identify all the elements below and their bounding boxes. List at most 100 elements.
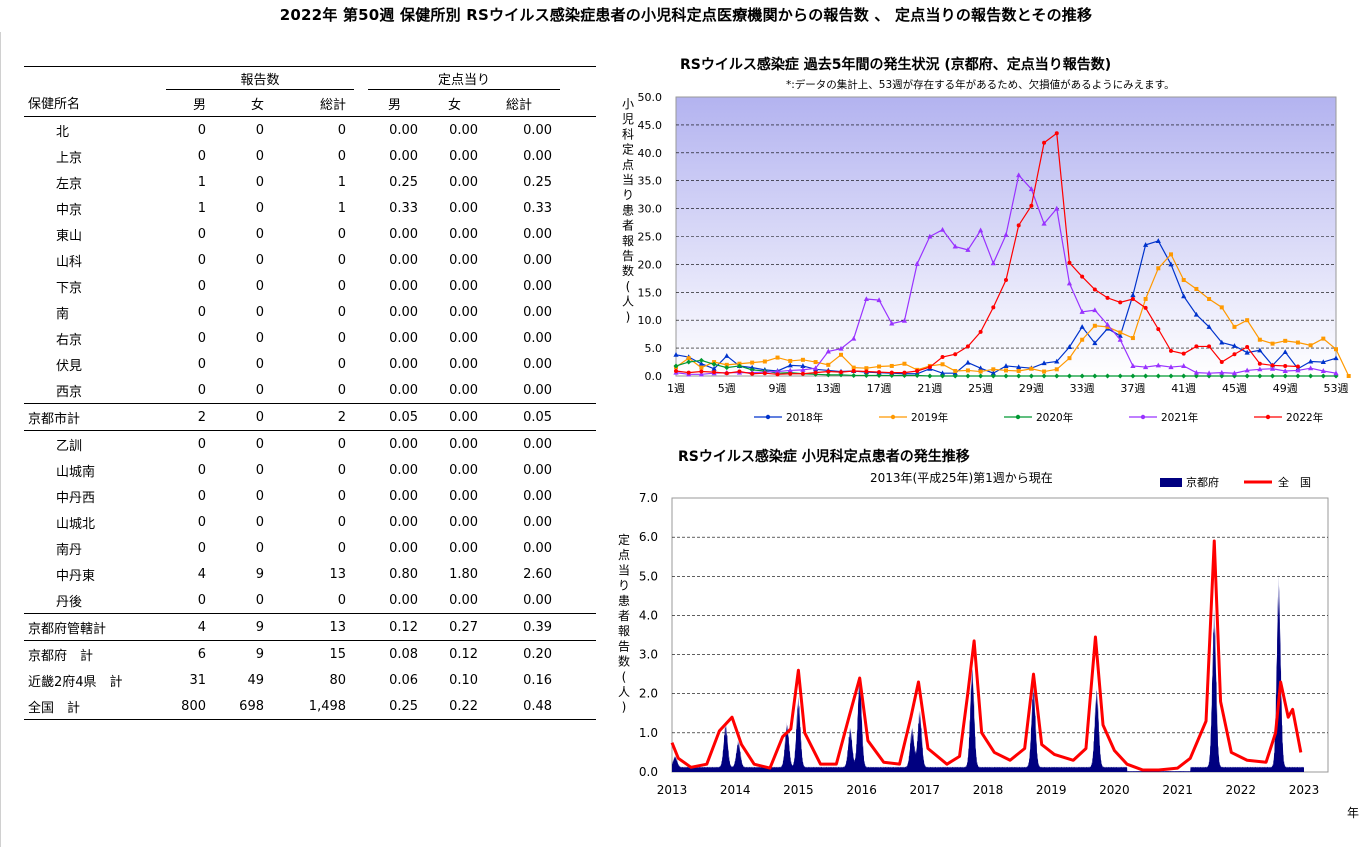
y-axis-label-char: 点 bbox=[618, 548, 630, 562]
y-axis-label-char: 人 bbox=[622, 295, 634, 309]
y-tick-label: 7.0 bbox=[639, 491, 658, 505]
legend-marker bbox=[765, 414, 771, 420]
data-point bbox=[1029, 366, 1034, 371]
data-point bbox=[674, 368, 678, 373]
plot-area bbox=[671, 497, 1329, 773]
table-row: 右京 0 0 0 0.00 0.00 0.00 bbox=[24, 325, 596, 351]
data-point bbox=[1283, 363, 1288, 368]
data-point bbox=[877, 364, 882, 369]
row-cell: 0.22 bbox=[426, 693, 487, 720]
data-point bbox=[1257, 337, 1262, 342]
data-point bbox=[851, 335, 857, 341]
y-tick-label: 1.0 bbox=[639, 726, 658, 740]
table-row: 西京 0 0 0 0.00 0.00 0.00 bbox=[24, 377, 597, 404]
row-cell: 0.05 bbox=[368, 403, 427, 431]
row-cell: 0 bbox=[337, 278, 347, 294]
row-cell: 49 bbox=[247, 672, 264, 688]
data-point bbox=[940, 373, 946, 379]
data-point bbox=[1080, 337, 1085, 342]
row-station-name: 伏見 bbox=[56, 358, 83, 374]
data-point bbox=[1181, 351, 1186, 356]
data-point bbox=[1130, 336, 1135, 341]
data-point bbox=[851, 368, 856, 373]
x-tick-label: 2016 bbox=[846, 783, 877, 797]
row-cell: 0 bbox=[272, 587, 355, 614]
table-row: 左京 1 0 1 0.25 0.00 0.25 bbox=[24, 169, 596, 195]
row-cell: 0.33 bbox=[389, 200, 419, 216]
row-cell: 0.48 bbox=[486, 693, 561, 720]
data-point bbox=[1207, 344, 1212, 349]
row-cell: 0.00 bbox=[426, 116, 487, 143]
x-tick-label: 37週 bbox=[1120, 382, 1145, 395]
table-row: 下京 0 0 0 0.00 0.00 0.00 bbox=[24, 273, 596, 299]
x-tick-label: 13週 bbox=[816, 382, 841, 395]
data-point bbox=[1041, 360, 1047, 366]
data-point bbox=[1117, 373, 1123, 379]
x-tick-label: 21週 bbox=[917, 382, 942, 395]
data-point bbox=[1054, 367, 1059, 372]
data-point bbox=[724, 362, 729, 367]
data-point bbox=[1282, 373, 1288, 379]
data-point bbox=[1282, 368, 1288, 373]
row-cell: 0.00 bbox=[449, 252, 479, 268]
data-point bbox=[825, 348, 831, 354]
data-point bbox=[1168, 373, 1174, 379]
row-cell: 0.00 bbox=[449, 356, 479, 372]
col-header-per-male: 男 bbox=[388, 97, 402, 113]
data-point bbox=[724, 353, 730, 358]
data-point bbox=[1219, 369, 1225, 375]
row-cell: 0.00 bbox=[523, 148, 553, 164]
data-point bbox=[813, 365, 819, 371]
row-cell: 0.00 bbox=[449, 148, 479, 164]
row-cell: 0.00 bbox=[389, 462, 419, 478]
data-point bbox=[1168, 261, 1174, 267]
row-station-name: 下京 bbox=[56, 280, 83, 296]
series-line-2019年 bbox=[675, 253, 1350, 377]
row-cell: 9 bbox=[255, 566, 264, 582]
y-axis-label-char: 患 bbox=[618, 594, 630, 608]
row-cell: 0.00 bbox=[389, 226, 419, 242]
row-station-name: 乙訓 bbox=[56, 438, 83, 454]
data-point bbox=[1295, 373, 1301, 379]
data-point bbox=[991, 367, 996, 372]
table-row: 中丹西 0 0 0 0.00 0.00 0.00 bbox=[24, 483, 596, 509]
data-point bbox=[1117, 333, 1123, 338]
y-axis-label-char: 当 bbox=[618, 563, 630, 577]
data-point bbox=[724, 371, 729, 376]
legend-label: 2019年 bbox=[911, 411, 948, 424]
data-point bbox=[863, 372, 869, 378]
row-cell: 0.00 bbox=[523, 226, 553, 242]
data-point bbox=[1029, 203, 1034, 208]
data-point bbox=[990, 373, 996, 379]
col-header-total: 総計 bbox=[320, 97, 347, 113]
data-point bbox=[902, 361, 907, 366]
row-cell: 0 bbox=[197, 514, 206, 530]
data-point bbox=[698, 371, 704, 377]
legend-marker bbox=[1265, 414, 1271, 420]
data-point bbox=[1143, 373, 1149, 379]
data-point bbox=[1231, 370, 1238, 376]
data-point bbox=[1219, 305, 1224, 310]
data-point bbox=[1092, 287, 1097, 292]
x-tick-label: 2022 bbox=[1226, 783, 1257, 797]
row-station-name: 山科 bbox=[56, 254, 83, 270]
row-cell: 0.00 bbox=[449, 540, 479, 556]
data-point bbox=[851, 365, 856, 370]
data-point bbox=[1169, 348, 1173, 353]
data-point bbox=[1244, 349, 1250, 355]
data-point bbox=[889, 320, 895, 326]
row-cell: 0.33 bbox=[523, 200, 553, 216]
data-point bbox=[787, 367, 793, 373]
row-cell: 0.00 bbox=[449, 304, 479, 320]
data-point bbox=[1320, 368, 1326, 373]
data-point bbox=[1269, 365, 1276, 371]
y-tick-label: 6.0 bbox=[639, 530, 658, 544]
row-cell: 0 bbox=[197, 252, 206, 268]
row-cell: 0 bbox=[197, 356, 206, 372]
data-point bbox=[1016, 172, 1022, 178]
data-point bbox=[1143, 364, 1149, 370]
data-point bbox=[699, 365, 704, 370]
data-point bbox=[737, 369, 742, 374]
y-tick-label: 10.0 bbox=[638, 314, 663, 327]
data-point bbox=[1193, 369, 1199, 375]
